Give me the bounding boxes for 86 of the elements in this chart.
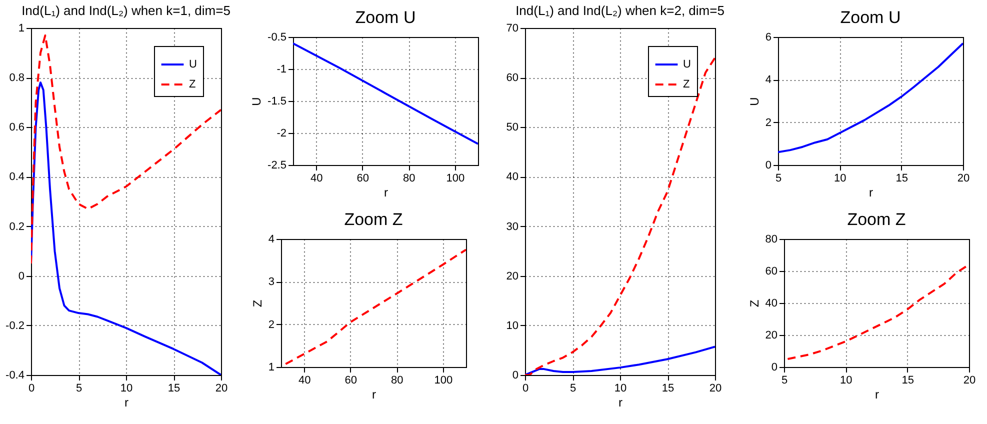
legend-label: Z [189,78,196,90]
x-tick-label: 20 [957,172,970,184]
x-axis-title: r [618,396,622,410]
y-axis-title: Z [250,300,264,308]
y-tick-label: 20 [765,330,778,342]
y-axis-title: Z [747,300,762,308]
x-tick-label: 40 [298,374,311,386]
x-axis-title: r [372,388,376,402]
line-series [525,56,715,375]
y-tick-label: 1 [18,22,24,34]
y-axis-title: U [747,97,762,106]
legend-label: Z [683,78,690,90]
x-tick-label: 15 [662,382,674,394]
x-tick-label: 100 [434,374,453,386]
line-series [293,42,478,145]
x-tick-label: 15 [896,172,908,184]
x-axis-title: r [384,186,388,200]
x-tick-label: 40 [310,172,323,184]
y-tick-label: 0.8 [9,72,24,84]
x-tick-label: 80 [391,374,404,386]
x-tick-label: 5 [775,172,782,184]
x-axis-title: r [124,396,128,410]
x-tick-label: 5 [570,382,576,394]
y-tick-label: 4 [268,234,274,246]
x-tick-label: 100 [446,172,465,184]
y-tick-label: 60 [506,72,518,84]
line-series [525,346,715,375]
y-tick-label: 50 [506,122,518,134]
x-tick-label: 10 [834,172,846,184]
y-tick-label: -1.5 [268,96,286,108]
x-tick-label: 60 [344,374,357,386]
chart-title: Ind(L₁) and Ind(L₂) when k=1, dim=5 [22,3,230,18]
x-tick-label: 5 [781,374,788,386]
y-tick-label: 40 [765,298,778,310]
y-tick-label: -0.4 [6,370,24,382]
y-tick-label: 4 [765,74,772,86]
y-tick-label: 6 [765,32,772,44]
x-tick-label: 80 [403,172,416,184]
x-tick-label: 10 [120,382,133,394]
y-tick-label: -1 [276,64,286,76]
x-tick-label: 20 [963,374,976,386]
chart-title: Zoom Z [344,210,403,229]
line-series [31,82,221,375]
y-tick-label: -2.5 [268,160,286,172]
x-tick-label: 10 [840,374,852,386]
line-series [786,264,969,360]
y-tick-label: 30 [506,220,518,233]
x-tick-label: 0 [28,382,35,394]
y-tick-label: 80 [765,234,778,246]
y-tick-label: -2 [276,128,286,140]
y-tick-label: 0 [18,270,24,282]
line-series [284,248,466,366]
chart-title: Zoom U [840,8,901,27]
line-series [31,34,221,264]
x-tick-label: 20 [215,382,228,394]
y-tick-label: 2 [765,116,772,129]
y-tick-label: 0 [765,160,772,172]
y-tick-label: -0.2 [6,320,24,332]
y-tick-label: 3 [268,276,274,288]
y-tick-label: 60 [765,266,778,278]
y-tick-label: 70 [506,22,518,34]
x-tick-label: 20 [709,382,722,394]
x-tick-label: 60 [356,172,369,184]
x-axis-title: r [875,388,879,402]
x-tick-label: 10 [614,382,627,394]
y-tick-label: 0.6 [9,122,24,134]
y-tick-label: 20 [506,270,518,282]
y-tick-label: -0.5 [268,32,286,44]
y-tick-label: 0.4 [9,171,24,184]
y-axis-title: U [250,97,264,106]
x-tick-label: 0 [522,382,529,394]
x-axis-title: r [869,186,873,200]
y-tick-label: 0 [771,362,778,374]
chart-title: Zoom U [355,8,416,27]
legend-label: U [189,58,197,70]
y-tick-label: 0.2 [9,220,24,233]
legend-label: U [683,58,691,70]
y-tick-label: 2 [268,318,274,331]
chart-title: Zoom Z [847,210,906,229]
x-tick-label: 15 [902,374,914,386]
x-tick-label: 15 [168,382,180,394]
y-tick-label: 1 [268,362,274,374]
line-series [778,42,963,154]
x-tick-label: 5 [76,382,82,394]
y-tick-label: 10 [506,320,518,332]
chart-title: Ind(L₁) and Ind(L₂) when k=2, dim=5 [516,3,724,18]
